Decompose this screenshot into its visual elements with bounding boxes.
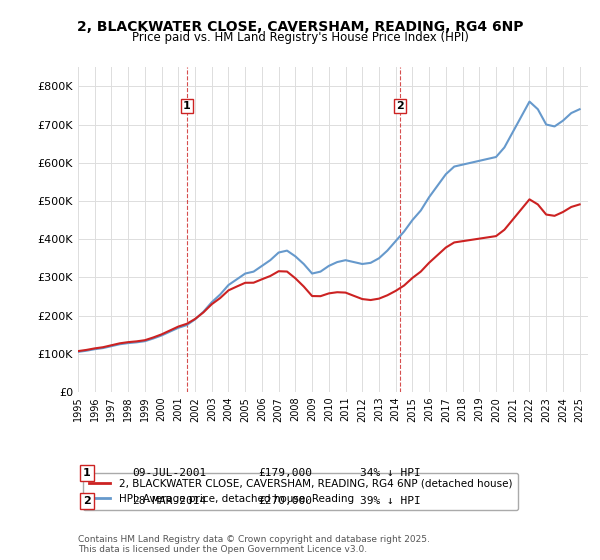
Text: 1: 1 [83, 468, 91, 478]
Text: 34% ↓ HPI: 34% ↓ HPI [360, 468, 421, 478]
Text: 09-JUL-2001: 09-JUL-2001 [132, 468, 206, 478]
Text: 28-MAR-2014: 28-MAR-2014 [132, 496, 206, 506]
Text: Price paid vs. HM Land Registry's House Price Index (HPI): Price paid vs. HM Land Registry's House … [131, 31, 469, 44]
Text: Contains HM Land Registry data © Crown copyright and database right 2025.
This d: Contains HM Land Registry data © Crown c… [78, 535, 430, 554]
Text: 2: 2 [83, 496, 91, 506]
Text: 1: 1 [183, 101, 191, 111]
Text: £270,000: £270,000 [258, 496, 312, 506]
Text: 2, BLACKWATER CLOSE, CAVERSHAM, READING, RG4 6NP: 2, BLACKWATER CLOSE, CAVERSHAM, READING,… [77, 20, 523, 34]
Text: 2: 2 [396, 101, 404, 111]
Text: 39% ↓ HPI: 39% ↓ HPI [360, 496, 421, 506]
Legend: 2, BLACKWATER CLOSE, CAVERSHAM, READING, RG4 6NP (detached house), HPI: Average : 2, BLACKWATER CLOSE, CAVERSHAM, READING,… [83, 473, 518, 510]
Text: £179,000: £179,000 [258, 468, 312, 478]
